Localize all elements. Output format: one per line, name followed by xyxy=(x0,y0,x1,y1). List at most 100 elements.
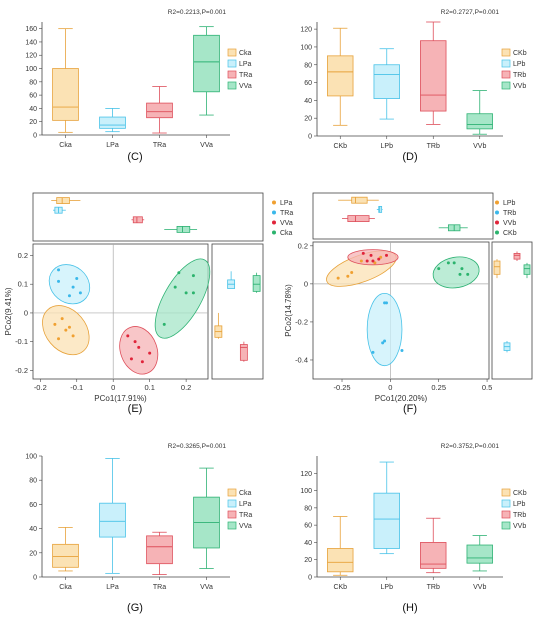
sample-point xyxy=(369,253,373,257)
y-tick-label: 80 xyxy=(304,505,312,512)
legend-label: TRa xyxy=(239,512,252,519)
sample-point xyxy=(133,340,137,344)
y-tick-label: 160 xyxy=(25,26,37,33)
legend-label: LPb xyxy=(513,501,526,508)
legend-swatch xyxy=(501,81,511,90)
box-LPa xyxy=(99,502,126,538)
y-tick-label: 120 xyxy=(300,27,312,34)
side-box xyxy=(239,344,248,361)
sample-point xyxy=(460,267,464,271)
sample-point xyxy=(57,279,61,283)
legend-label: CKb xyxy=(503,230,517,237)
box-CKb xyxy=(327,548,354,573)
y-tick-label: 0.1 xyxy=(18,280,28,289)
panel-H: 0 20 40 60 80 100 120 R2=0.3752,P=0.001 CKb LPb TR… xyxy=(300,443,526,591)
y-tick-label: 20 xyxy=(29,550,37,557)
sample-point xyxy=(184,291,188,295)
panel-label-D: (D) xyxy=(402,151,417,163)
sample-point xyxy=(452,261,456,265)
sample-point xyxy=(371,259,375,263)
legend-dot xyxy=(495,210,499,215)
legend-swatch xyxy=(501,48,511,57)
top-box xyxy=(176,225,191,233)
y-tick-label: 60 xyxy=(304,80,312,87)
panel-label-E: (E) xyxy=(128,403,143,415)
legend-swatch xyxy=(501,488,511,497)
legend-swatch xyxy=(227,59,237,68)
legend-swatch xyxy=(501,59,511,68)
y-tick-label: 0 xyxy=(304,279,308,288)
box-LPa xyxy=(99,116,126,129)
top-box-frame xyxy=(32,192,264,242)
legend-label: CKb xyxy=(513,50,527,57)
y-axis-label: PCo2(9.41%) xyxy=(4,287,13,335)
x-tick-label: LPb xyxy=(381,143,394,150)
legend-swatch xyxy=(227,81,237,90)
sample-point xyxy=(67,294,71,298)
y-tick-label: 0 xyxy=(24,308,28,317)
scatter-frame xyxy=(32,243,209,380)
panel-C: 0 20 40 60 80 100 120 140 160 R2=0.2213,P=0.001 Ck… xyxy=(25,9,252,149)
y-tick-label: 40 xyxy=(29,106,37,113)
sample-point xyxy=(384,253,388,257)
side-box-frame xyxy=(211,243,264,380)
confidence-ellipse-Cka xyxy=(154,258,211,339)
legend-dot xyxy=(272,200,276,205)
legend-label: VVa xyxy=(280,220,293,227)
x-tick-label: VVb xyxy=(473,143,486,150)
x-axis-label: PCo1(20.20%) xyxy=(375,394,428,403)
x-tick-label: Cka xyxy=(59,142,72,149)
side-box xyxy=(252,275,261,292)
stats-annotation: R2=0.2213,P=0.001 xyxy=(168,9,227,16)
x-tick-label: 0 xyxy=(388,383,392,392)
y-tick-label: 100 xyxy=(25,454,37,461)
y-tick-label: 0 xyxy=(308,134,312,141)
legend-dot xyxy=(272,210,276,215)
box-TRa xyxy=(146,102,173,119)
legend-label: VVb xyxy=(513,523,526,530)
x-tick-label: -0.25 xyxy=(333,383,350,392)
box-TRb xyxy=(420,40,447,112)
y-axis-label: PCo2(14.78%) xyxy=(284,284,293,337)
panel-label-C: (C) xyxy=(127,151,142,163)
confidence-ellipse-TRa xyxy=(48,264,91,305)
top-box xyxy=(378,205,383,213)
y-tick-label: 80 xyxy=(29,478,37,485)
legend-label: Cka xyxy=(280,230,293,237)
sample-point xyxy=(137,345,141,349)
x-tick-label: TRb xyxy=(427,143,440,150)
y-tick-label: -0.1 xyxy=(15,337,28,346)
sample-point xyxy=(383,339,387,343)
sample-point xyxy=(336,276,340,280)
side-box xyxy=(493,260,501,275)
side-box xyxy=(513,253,521,260)
stats-annotation: R2=0.2727,P=0.001 xyxy=(441,9,500,16)
sample-point xyxy=(346,274,350,278)
x-tick-label: CKb xyxy=(333,584,347,591)
x-tick-label: 0.5 xyxy=(482,383,492,392)
y-tick-label: 120 xyxy=(25,53,37,60)
sample-point xyxy=(379,255,383,259)
x-tick-label: -0.2 xyxy=(34,383,47,392)
sample-point xyxy=(371,350,375,354)
confidence-ellipse-TRb xyxy=(366,292,403,367)
box-Cka xyxy=(52,543,79,568)
panel-label-F: (F) xyxy=(403,403,417,415)
legend-swatch xyxy=(227,510,237,519)
y-tick-label: 60 xyxy=(304,523,312,530)
legend-label: TRb xyxy=(513,512,526,519)
legend-label: VVa xyxy=(239,83,252,90)
legend-label: LPa xyxy=(280,200,293,207)
legend-swatch xyxy=(227,70,237,79)
legend-swatch xyxy=(501,499,511,508)
legend-label: LPa xyxy=(239,61,252,68)
sample-point xyxy=(377,257,381,261)
legend-dot xyxy=(495,200,499,205)
sample-point xyxy=(64,328,68,332)
legend-dot xyxy=(272,220,276,225)
sample-point xyxy=(191,274,195,278)
panel-D: 0 20 40 60 80 100 120 R2=0.2727,P=0.001 CKb LPb TR… xyxy=(300,9,526,150)
sample-point xyxy=(75,276,79,280)
y-tick-label: 0 xyxy=(33,575,37,582)
